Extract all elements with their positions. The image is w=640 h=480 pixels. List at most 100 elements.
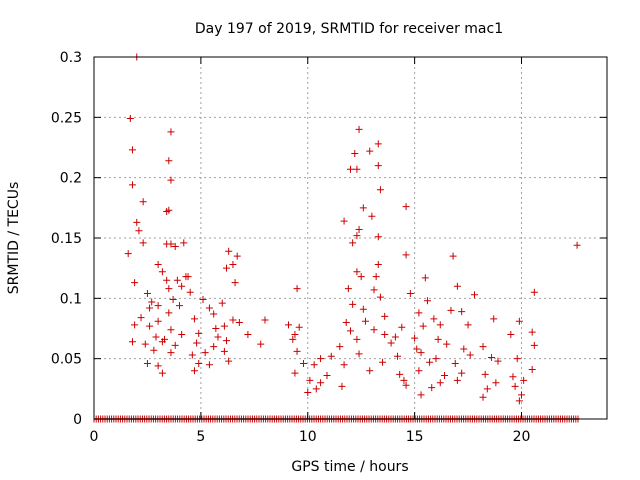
x-tick-label: 20 [513, 429, 531, 445]
data-point [212, 325, 220, 332]
data-point [479, 393, 487, 401]
data-point [154, 302, 162, 310]
data-point [494, 357, 502, 365]
data-point [376, 293, 384, 301]
data-point [193, 339, 201, 347]
data-point [167, 128, 175, 136]
data-point [340, 217, 348, 225]
data-point [128, 338, 136, 346]
data-point [158, 268, 166, 276]
data-point [366, 367, 374, 375]
data-point [509, 373, 517, 381]
data-point [195, 359, 203, 367]
data-point [291, 369, 299, 377]
data-point [417, 349, 425, 357]
data-point [370, 326, 378, 334]
data-point [488, 353, 496, 361]
y-tick-label: 0.2 [60, 171, 82, 187]
data-point [139, 198, 147, 206]
data-point [470, 291, 478, 299]
data-point [492, 379, 500, 387]
data-point [146, 304, 154, 312]
data-point [178, 282, 186, 290]
data-point [158, 369, 166, 377]
x-axis-ticks: 0 5 10 15 20 [90, 57, 531, 445]
data-point [359, 204, 367, 212]
data-point [518, 391, 525, 399]
data-point [415, 367, 423, 375]
data-point [128, 181, 136, 189]
data-point [257, 340, 265, 348]
data-point [374, 162, 382, 170]
data-point [323, 372, 331, 380]
data-point [387, 339, 395, 347]
data-point [128, 146, 136, 154]
data-point [180, 239, 188, 247]
data-point [124, 250, 132, 258]
data-point [434, 335, 442, 343]
data-point [327, 352, 335, 360]
data-point [490, 315, 498, 323]
data-point [291, 331, 299, 339]
data-point [453, 376, 461, 384]
y-axis-label: SRMTID / TECUs [6, 182, 22, 295]
data-point [507, 331, 515, 339]
data-point [530, 341, 538, 349]
data-point [515, 397, 523, 405]
data-point [154, 261, 162, 269]
data-point [449, 252, 457, 260]
x-tick-label: 10 [299, 429, 317, 445]
data-point [436, 321, 444, 329]
data-point [402, 203, 410, 211]
data-point [133, 218, 141, 226]
data-point [338, 382, 346, 390]
data-point [214, 333, 222, 341]
data-point [353, 268, 361, 276]
y-tick-label: 0.3 [60, 50, 82, 66]
data-point [135, 227, 143, 235]
data-point [169, 296, 177, 304]
data-point [137, 314, 145, 322]
data-point [520, 376, 528, 384]
data-point [515, 317, 523, 325]
data-point [353, 335, 361, 343]
data-point [205, 361, 213, 369]
data-point [218, 299, 226, 307]
data-point [165, 309, 173, 317]
data-point [285, 321, 293, 329]
data-point [415, 309, 423, 317]
data-point [400, 376, 408, 384]
data-point [205, 304, 213, 312]
data-point [374, 140, 382, 148]
data-point [366, 147, 374, 155]
data-point [340, 361, 348, 369]
data-point [361, 317, 369, 325]
data-point [173, 276, 181, 284]
data-point [229, 316, 237, 324]
data-point [398, 323, 406, 331]
data-point [171, 341, 179, 349]
data-point [391, 333, 399, 341]
data-point [293, 285, 301, 293]
x-tick-label: 0 [90, 429, 99, 445]
data-point [381, 312, 389, 320]
data-point [165, 157, 173, 165]
data-point [351, 150, 359, 158]
y-tick-label: 0 [73, 412, 82, 428]
y-axis-ticks: 0 0.05 0.1 0.15 0.2 0.25 0.3 [51, 50, 607, 428]
data-point [167, 326, 175, 334]
data-point [223, 337, 231, 345]
data-point [295, 323, 303, 331]
data-point [310, 361, 318, 369]
data-point [430, 315, 438, 323]
data-point [146, 322, 154, 330]
data-point [235, 318, 243, 326]
data-point [223, 264, 231, 272]
x-tick-label: 5 [196, 429, 205, 445]
data-point [317, 379, 325, 387]
data-point [163, 207, 171, 215]
data-point [443, 340, 451, 348]
data-point [441, 372, 449, 380]
data-point [225, 247, 233, 255]
